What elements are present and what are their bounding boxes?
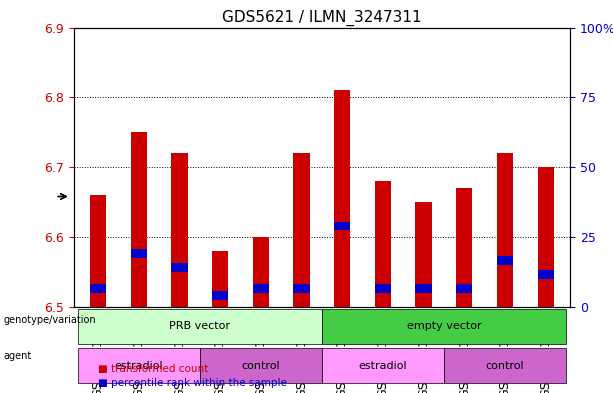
Bar [253,237,269,307]
Bar [294,153,310,307]
Bar [416,202,432,307]
Bar [131,132,147,307]
Bar [90,195,106,307]
FancyBboxPatch shape [322,309,566,344]
Bar [212,291,228,299]
Text: genotype/variation: genotype/variation [3,315,96,325]
Text: agent: agent [3,351,31,361]
FancyBboxPatch shape [78,348,200,383]
Bar [497,153,513,307]
Bar [375,181,391,307]
Bar [131,250,147,258]
Text: control: control [485,360,524,371]
Text: ■ percentile rank within the sample: ■ percentile rank within the sample [98,378,287,388]
FancyBboxPatch shape [78,309,322,344]
FancyBboxPatch shape [444,348,566,383]
Bar [538,167,554,307]
Text: estradiol: estradiol [359,360,407,371]
FancyBboxPatch shape [200,348,322,383]
Bar [497,256,513,265]
Text: empty vector: empty vector [406,321,481,331]
Bar [375,284,391,293]
Bar [294,284,310,293]
Bar [334,90,350,307]
Bar [90,284,106,293]
Text: estradiol: estradiol [115,360,163,371]
Bar [334,222,350,230]
Title: GDS5621 / ILMN_3247311: GDS5621 / ILMN_3247311 [222,10,422,26]
Bar [253,284,269,293]
Text: PRB vector: PRB vector [169,321,230,331]
FancyBboxPatch shape [322,348,444,383]
Bar [456,188,473,307]
Text: control: control [242,360,280,371]
Bar [212,251,228,307]
Bar [416,284,432,293]
Text: ■ transformed count: ■ transformed count [98,364,208,375]
Bar [456,284,473,293]
Bar [171,263,188,272]
Bar [538,270,554,279]
Bar [171,153,188,307]
